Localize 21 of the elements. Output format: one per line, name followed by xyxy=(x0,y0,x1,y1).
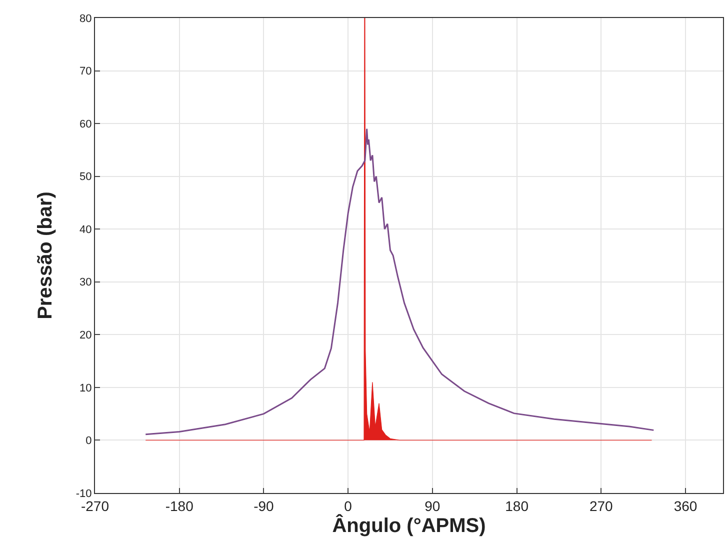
y-tick-label: 50 xyxy=(80,171,92,184)
y-tick-label: 20 xyxy=(80,330,92,342)
y-tick-label: 0 xyxy=(86,435,92,448)
y-tick-label: 70 xyxy=(80,66,92,78)
y-tick-label: 80 xyxy=(80,12,92,25)
x-tick-label: 270 xyxy=(589,498,614,514)
x-tick-label: -180 xyxy=(165,498,194,514)
x-tick-label: 90 xyxy=(424,498,440,514)
x-tick-label: -270 xyxy=(80,498,110,514)
y-tick-label: 40 xyxy=(80,224,92,236)
x-tick-label: 360 xyxy=(674,498,698,514)
x-tick-label: 180 xyxy=(505,498,529,514)
y-axis-title: Pressão (bar) xyxy=(34,192,56,320)
y-tick-label: 30 xyxy=(80,276,92,289)
y-tick-label: 60 xyxy=(80,118,92,130)
x-tick-label: -90 xyxy=(254,498,274,514)
x-tick-label: 0 xyxy=(344,498,352,514)
line-series xyxy=(144,128,654,436)
x-axis-title: Ângulo (°APMS) xyxy=(332,514,486,537)
y-tick-label: -10 xyxy=(76,488,92,500)
y-tick-label: 10 xyxy=(80,382,92,394)
